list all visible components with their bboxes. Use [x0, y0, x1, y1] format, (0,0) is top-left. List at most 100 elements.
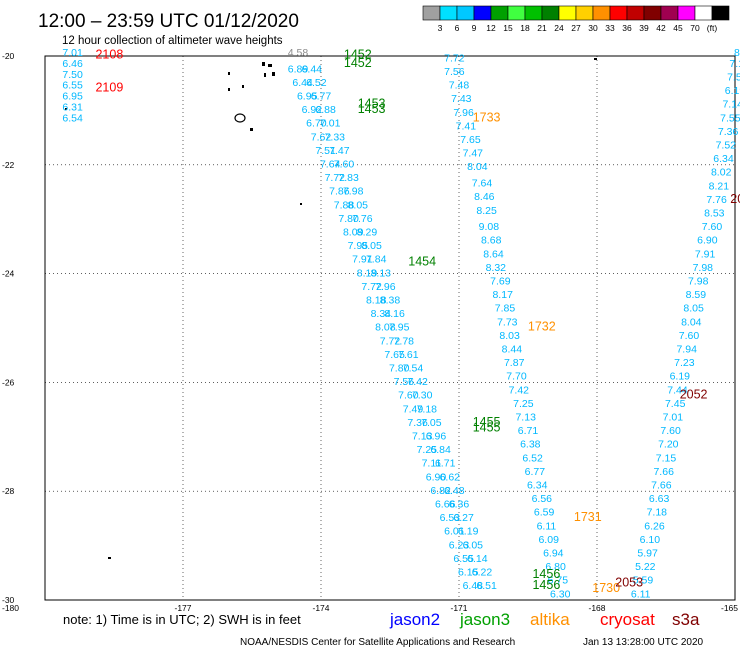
wave-height-point: 7.65	[460, 134, 481, 146]
pass-time-label: 2052	[680, 388, 708, 402]
wave-height-point: 8.05	[348, 199, 369, 211]
wave-height-point: 6.70	[306, 118, 327, 130]
wave-height-point: 7.61	[398, 349, 419, 361]
colorbar-swatch	[609, 5, 628, 21]
pass-time-label: 1733	[473, 110, 501, 124]
wave-height-point: 6.19	[725, 85, 740, 97]
wave-height-point: 6.48	[463, 580, 484, 592]
wave-height-point: 6.94	[543, 547, 564, 559]
wave-height-point: 7.91	[695, 248, 716, 260]
footer-note: note: 1) Time is in UTC; 2) SWH is in fe…	[63, 612, 301, 627]
colorbar-swatch	[592, 5, 611, 21]
colorbar-swatch	[694, 5, 713, 21]
wave-height-point: 6.31	[62, 101, 83, 113]
legend-item-jason2: jason2	[389, 610, 440, 629]
pass-time-label: 2109	[95, 80, 123, 94]
wave-height-point: 7.76	[352, 213, 373, 225]
colorbar-tick-label: 42	[656, 23, 666, 33]
wave-height-point: 6.46	[62, 58, 83, 70]
wave-height-point: 7.72	[444, 52, 465, 64]
legend-item-jason3: jason3	[459, 610, 510, 629]
wave-height-point: 6.14	[467, 553, 488, 565]
wave-height-point: 7.98	[693, 262, 714, 274]
colorbar-swatch	[711, 5, 730, 21]
pass-time-label: 1453	[358, 102, 386, 116]
lon-tick-label: -168	[588, 603, 605, 613]
wave-height-point: 7.83	[338, 172, 359, 184]
pass-time-label: 1730	[592, 581, 620, 595]
wave-height-point: 7.49	[403, 403, 424, 415]
wave-height-point: 7.18	[647, 507, 668, 519]
wave-height-point: 6.48	[444, 485, 465, 497]
colorbar-swatch	[575, 5, 594, 21]
lat-tick-label: -26	[2, 377, 15, 387]
wave-height-point: 6.19	[458, 526, 479, 538]
wave-height-point: 6.09	[538, 534, 559, 546]
credit-text: NOAA/NESDIS Center for Satellite Applica…	[240, 637, 515, 648]
plot-frame	[44, 55, 736, 601]
wave-height-point: 6.52	[306, 77, 327, 89]
wave-height-point: 8.68	[481, 235, 502, 247]
colorbar-swatch	[541, 5, 560, 21]
wave-height-point: 7.62	[311, 131, 332, 143]
wave-height-point: 6.95	[62, 91, 83, 103]
wave-height-point: 7.52	[727, 71, 740, 83]
wave-height-point: 7.98	[688, 275, 709, 287]
wave-height-point: 7.60	[398, 390, 419, 402]
wave-height-point: 7.13	[515, 411, 536, 423]
colorbar-tick-label: 18	[520, 23, 530, 33]
colorbar-swatch	[456, 5, 475, 21]
wave-height-point: 8.04	[467, 161, 488, 173]
wave-height-point: 8.59	[686, 289, 707, 301]
wave-height-point: 7.60	[334, 159, 355, 171]
wave-height-point: 7.96	[375, 281, 396, 293]
wave-height-point: 6.56	[532, 493, 553, 505]
wave-height-point: 8.05	[361, 240, 382, 252]
wave-height-point: 6.62	[440, 471, 461, 483]
wave-height-point: 8.21	[709, 180, 730, 192]
pass-time-label: 2053	[615, 575, 643, 589]
colorbar-swatch	[507, 5, 526, 21]
wave-height-point: 7.41	[456, 120, 477, 132]
wave-height-point: 7.18	[729, 58, 740, 70]
wave-height-point: 7.48	[449, 80, 470, 92]
wave-height-point: 7.56	[444, 66, 465, 78]
wave-height-point: 6.59	[534, 507, 555, 519]
colorbar-swatch	[490, 5, 509, 21]
wave-height-point: 5.22	[635, 561, 656, 573]
wave-height-point: 7.76	[706, 194, 727, 206]
wave-height-point: 8.16	[384, 308, 405, 320]
pass-time-label: 1452	[344, 48, 372, 62]
colorbar-swatch	[660, 5, 679, 21]
pass-time-label: 1456	[532, 567, 560, 581]
wave-height-point: 6.34	[713, 153, 734, 165]
wave-height-point: 7.45	[665, 398, 686, 410]
wave-height-point: 8.19	[357, 267, 378, 279]
wave-height-point: 8.02	[711, 167, 732, 179]
wave-height-point: 6.53	[440, 512, 461, 524]
lon-tick-label: -177	[174, 603, 191, 613]
wave-height-point: 7.47	[329, 145, 350, 157]
wave-height-point: 8.64	[483, 248, 504, 260]
lat-tick-label: -28	[2, 486, 15, 496]
wave-height-point: 6.52	[522, 452, 543, 464]
colorbar-swatch	[558, 5, 577, 21]
wave-height-point: 7.11	[422, 458, 442, 470]
wave-height-point: 6.96	[426, 431, 447, 443]
wave-height-point: 7.85	[495, 303, 516, 315]
wave-height-point: 7.87	[504, 357, 525, 369]
pass-time-label: 1732	[528, 320, 556, 334]
wave-height-point: 7.33	[325, 131, 346, 143]
wave-height-point: 8.29	[357, 227, 378, 239]
wave-height-point: 6.27	[453, 512, 474, 524]
pass-time-label: 2108	[95, 48, 123, 62]
colorbar-swatch	[422, 5, 441, 21]
wave-height-point: 7.72	[380, 335, 401, 347]
legend-item-altika: altika	[530, 610, 570, 629]
wave-height-point: 8.08	[375, 322, 396, 334]
wave-height-point: 8.32	[486, 262, 507, 274]
wave-height-point: 6.44	[292, 77, 313, 89]
wave-height-point: 8.34	[371, 308, 392, 320]
islands	[65, 58, 597, 559]
wave-height-point: 7.15	[656, 452, 677, 464]
